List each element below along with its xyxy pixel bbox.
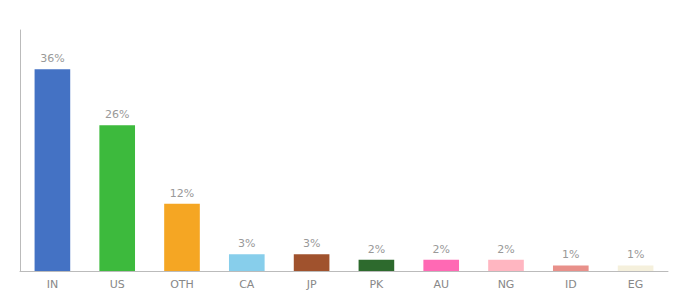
svg-text:JP: JP [306,278,317,291]
svg-text:AU: AU [433,278,449,291]
svg-text:US: US [110,278,125,291]
svg-text:12%: 12% [170,187,194,200]
svg-text:2%: 2% [368,243,385,256]
svg-text:1%: 1% [627,248,644,261]
svg-text:2%: 2% [497,243,514,256]
svg-text:EG: EG [628,278,643,291]
svg-text:26%: 26% [105,108,129,121]
svg-text:IN: IN [47,278,58,291]
svg-text:NG: NG [498,278,515,291]
svg-text:36%: 36% [40,52,64,65]
svg-text:OTH: OTH [170,278,194,291]
svg-text:2%: 2% [432,243,449,256]
svg-text:3%: 3% [303,237,320,250]
svg-text:PK: PK [369,278,384,291]
svg-text:3%: 3% [238,237,255,250]
svg-text:ID: ID [565,278,577,291]
svg-text:1%: 1% [562,248,579,261]
svg-text:CA: CA [239,278,255,291]
